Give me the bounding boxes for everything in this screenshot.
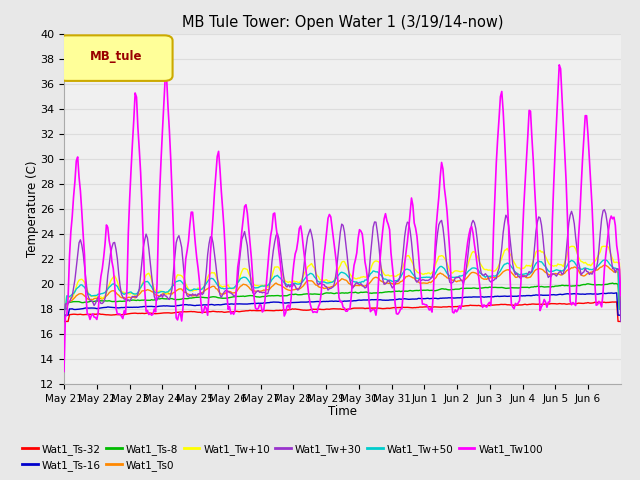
FancyBboxPatch shape	[58, 36, 173, 81]
Y-axis label: Temperature (C): Temperature (C)	[26, 160, 38, 257]
Legend: Wat1_Ts-32, Wat1_Ts-16, Wat1_Ts-8, Wat1_Ts0, Wat1_Tw+10, Wat1_Tw+30, Wat1_Tw+50,: Wat1_Ts-32, Wat1_Ts-16, Wat1_Ts-8, Wat1_…	[18, 439, 547, 475]
Title: MB Tule Tower: Open Water 1 (3/19/14-now): MB Tule Tower: Open Water 1 (3/19/14-now…	[182, 15, 503, 30]
Text: MB_tule: MB_tule	[90, 50, 142, 63]
X-axis label: Time: Time	[328, 405, 357, 418]
